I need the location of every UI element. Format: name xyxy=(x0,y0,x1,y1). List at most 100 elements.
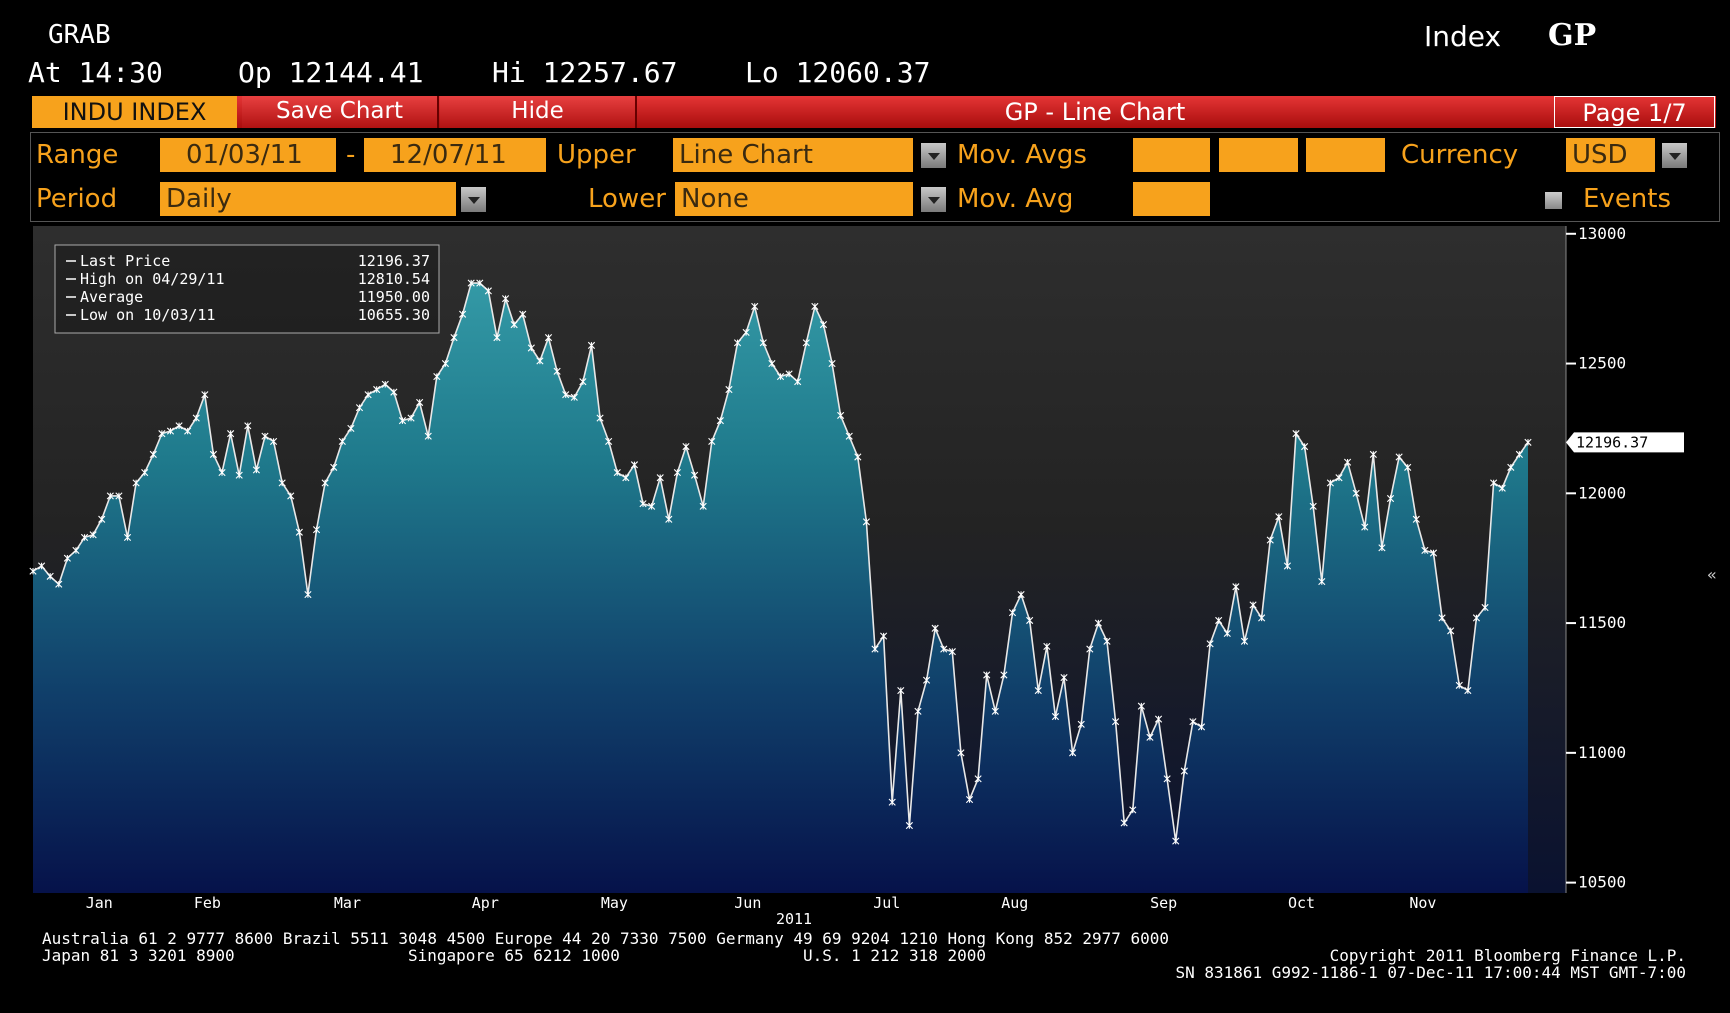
quote-low: Lo 12060.37 xyxy=(745,56,931,89)
period-select[interactable]: Daily xyxy=(160,182,456,216)
price-marker xyxy=(759,339,767,347)
upper-select[interactable]: Line Chart xyxy=(673,138,913,172)
range-start[interactable]: 01/03/11 xyxy=(160,138,336,172)
price-marker xyxy=(656,474,664,482)
price-marker xyxy=(132,479,140,487)
price-marker xyxy=(123,533,132,542)
price-marker xyxy=(141,468,149,477)
range-end[interactable]: 12/07/11 xyxy=(364,138,546,172)
price-marker xyxy=(1447,627,1455,635)
price-marker xyxy=(613,468,621,477)
price-marker xyxy=(390,388,398,396)
price-marker xyxy=(1455,681,1463,689)
legend-value: 12196.37 xyxy=(358,252,430,270)
price-marker xyxy=(459,310,467,318)
price-marker xyxy=(570,393,578,401)
price-marker xyxy=(1223,629,1231,638)
price-marker xyxy=(1043,642,1051,651)
period-dropdown[interactable] xyxy=(461,187,486,212)
price-marker xyxy=(1137,702,1145,710)
price-marker xyxy=(1283,562,1292,570)
price-marker xyxy=(1352,489,1360,497)
price-marker xyxy=(922,676,931,684)
price-marker xyxy=(433,372,441,381)
price-marker xyxy=(510,321,518,329)
price-marker xyxy=(1129,806,1137,814)
price-marker xyxy=(244,422,252,430)
price-marker xyxy=(235,471,243,479)
security-field[interactable]: INDU INDEX xyxy=(32,96,237,128)
price-marker xyxy=(149,450,157,458)
price-marker xyxy=(63,554,71,562)
price-marker xyxy=(622,474,630,482)
price-marker xyxy=(733,339,742,347)
price-marker xyxy=(965,795,974,804)
price-marker xyxy=(1051,712,1060,721)
price-marker xyxy=(1034,686,1042,695)
price-marker xyxy=(1386,494,1395,503)
chart-title: GP - Line Chart xyxy=(1004,98,1186,126)
lower-dropdown[interactable] xyxy=(921,187,946,212)
price-marker xyxy=(699,502,707,510)
price-marker xyxy=(716,417,724,425)
mov-avg-field[interactable] xyxy=(1306,138,1385,172)
hide-button[interactable]: Hide xyxy=(440,96,637,128)
price-marker xyxy=(261,432,269,440)
price-marker xyxy=(1146,733,1154,741)
upper-dropdown[interactable] xyxy=(921,143,946,168)
price-marker xyxy=(1008,609,1017,617)
security-type: Index xyxy=(1424,20,1502,53)
price-marker xyxy=(1301,443,1309,451)
price-marker xyxy=(690,471,699,479)
price-marker xyxy=(948,648,956,656)
price-marker xyxy=(364,391,372,399)
price-marker xyxy=(957,749,965,757)
price-marker xyxy=(1017,590,1025,599)
price-marker xyxy=(1154,715,1163,723)
footer-us: U.S. 1 212 318 2000 xyxy=(803,946,986,965)
mov-avg-field[interactable] xyxy=(1133,138,1210,172)
price-marker xyxy=(424,432,432,440)
price-marker xyxy=(227,430,235,438)
currency-select[interactable]: USD xyxy=(1566,138,1655,172)
price-marker xyxy=(1172,837,1180,845)
footer-session: SN 831861 G992-1186-1 07-Dec-11 17:00:44… xyxy=(1175,963,1686,982)
price-marker xyxy=(278,479,286,487)
page-indicator[interactable]: Page 1/7 xyxy=(1554,96,1715,128)
price-marker xyxy=(536,357,544,365)
price-marker xyxy=(725,385,733,394)
price-marker xyxy=(304,590,312,599)
price-marker xyxy=(1292,430,1300,438)
price-marker xyxy=(837,411,845,420)
currency-dropdown[interactable] xyxy=(1662,143,1687,168)
price-marker xyxy=(1215,616,1223,625)
price-marker xyxy=(493,334,501,342)
y-tick-label: 12500 xyxy=(1578,354,1626,373)
events-checkbox[interactable] xyxy=(1545,192,1562,209)
price-marker xyxy=(46,572,54,580)
y-tick-label: 11500 xyxy=(1578,613,1626,632)
collapse-icon[interactable]: « xyxy=(1707,565,1717,584)
lower-select[interactable]: None xyxy=(675,182,913,216)
price-marker xyxy=(562,391,570,399)
price-marker xyxy=(596,414,604,422)
settings-panel xyxy=(30,132,1720,222)
price-marker xyxy=(1524,438,1532,446)
mov-avg-label: Mov. Avg xyxy=(957,184,1074,214)
y-tick-label: 10500 xyxy=(1578,873,1626,892)
mov-avg-field[interactable] xyxy=(1219,138,1298,172)
price-marker xyxy=(115,492,123,500)
save-chart-button[interactable]: Save Chart xyxy=(242,96,439,128)
y-tick-label: 12000 xyxy=(1578,483,1626,502)
price-marker xyxy=(287,492,295,500)
lower-label: Lower xyxy=(588,184,666,214)
price-marker xyxy=(665,515,673,523)
price-marker xyxy=(974,775,982,783)
price-marker xyxy=(639,500,647,508)
price-marker xyxy=(355,404,364,412)
price-marker xyxy=(252,466,260,474)
price-marker xyxy=(295,528,303,536)
mov-avg-field[interactable] xyxy=(1133,182,1210,216)
price-marker xyxy=(914,707,922,715)
